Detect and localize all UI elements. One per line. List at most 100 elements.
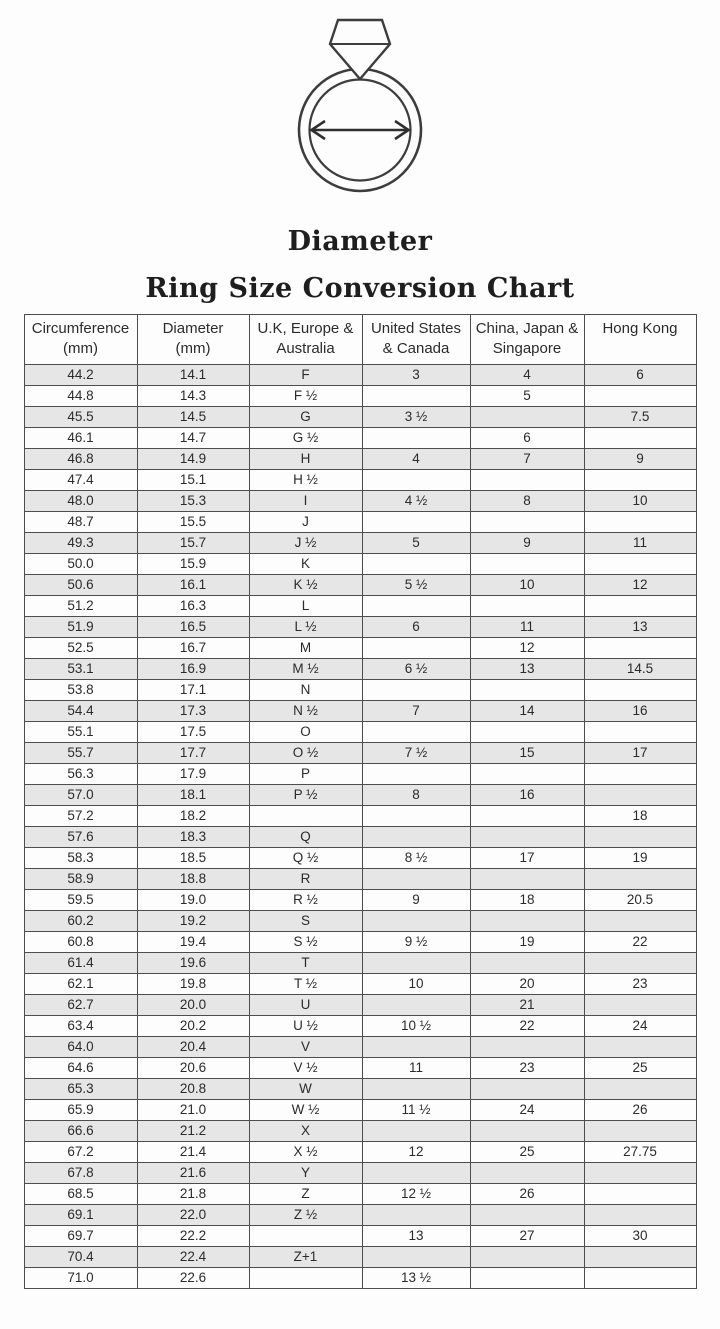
table-row: 56.3 17.9 P: [23, 762, 697, 785]
table-cell: 6: [469, 426, 585, 449]
table-cell: 13: [583, 615, 697, 638]
column-header: Circumference (mm): [23, 314, 138, 365]
table-cell: [361, 1119, 471, 1142]
table-row: 57.0 18.1 P ½ 8 16: [23, 783, 697, 806]
column-header-line: Circumference: [31, 320, 130, 337]
table-cell: 14: [469, 699, 585, 722]
table-cell: [469, 552, 585, 575]
table-cell: M: [248, 636, 363, 659]
table-cell: 4 ½: [361, 489, 471, 512]
table-cell: 16: [583, 699, 697, 722]
table-row: 48.7 15.5 J: [23, 510, 697, 533]
table-cell: [469, 720, 585, 743]
table-cell: 22.6: [136, 1266, 250, 1289]
table-cell: 18: [469, 888, 585, 911]
table-cell: 21.2: [136, 1119, 250, 1142]
table-cell: 21: [469, 993, 585, 1016]
table-cell: 13: [361, 1224, 471, 1247]
table-cell: 22: [469, 1014, 585, 1037]
table-row: 64.6 20.6 V ½ 11 23 25: [23, 1056, 697, 1079]
table-cell: T: [248, 951, 363, 974]
table-cell: 19.4: [136, 930, 250, 953]
table-cell: [583, 720, 697, 743]
table-cell: 15.1: [136, 468, 250, 491]
table-cell: 15.5: [136, 510, 250, 533]
table-cell: [248, 804, 363, 827]
table-cell: X: [248, 1119, 363, 1142]
table-cell: [583, 1203, 697, 1226]
table-cell: 14.3: [136, 384, 250, 407]
table-cell: 22.0: [136, 1203, 250, 1226]
table-row: 70.4 22.4 Z+1: [23, 1245, 697, 1268]
table-row: 67.8 21.6 Y: [23, 1161, 697, 1184]
column-header-line: & Canada: [382, 340, 450, 358]
table-cell: 23: [583, 972, 697, 995]
table-cell: [361, 384, 471, 407]
table-cell: [361, 951, 471, 974]
table-cell: 7: [361, 699, 471, 722]
table-cell: S ½: [248, 930, 363, 953]
table-cell: [469, 468, 585, 491]
table-cell: 57.6: [23, 825, 138, 848]
table-row: 60.2 19.2 S: [23, 909, 697, 932]
table-cell: [583, 993, 697, 1016]
table-cell: 18.1: [136, 783, 250, 806]
table-cell: [361, 1035, 471, 1058]
table-cell: N ½: [248, 699, 363, 722]
table-cell: 5: [361, 531, 471, 554]
table-cell: [583, 825, 697, 848]
table-cell: 13 ½: [361, 1266, 471, 1289]
table-cell: K: [248, 552, 363, 575]
table-row: 66.6 21.2 X: [23, 1119, 697, 1142]
table-cell: 71.0: [23, 1266, 138, 1289]
table-cell: [361, 720, 471, 743]
table-cell: 55.1: [23, 720, 138, 743]
table-cell: [583, 1119, 697, 1142]
diamond-icon: [328, 18, 392, 81]
table-cell: [583, 636, 697, 659]
table-cell: 21.4: [136, 1140, 250, 1163]
table-cell: V ½: [248, 1056, 363, 1079]
table-cell: R: [248, 867, 363, 890]
table-cell: N: [248, 678, 363, 701]
table-row: 46.8 14.9 H 4 7 9: [23, 447, 697, 470]
table-cell: [583, 384, 697, 407]
table-cell: 5: [469, 384, 585, 407]
table-cell: 68.5: [23, 1182, 138, 1205]
table-cell: 9 ½: [361, 930, 471, 953]
table-cell: [583, 951, 697, 974]
table-cell: G: [248, 405, 363, 428]
table-cell: [361, 1161, 471, 1184]
table-cell: [361, 909, 471, 932]
table-cell: 3: [361, 363, 471, 386]
table-cell: 25: [469, 1140, 585, 1163]
table-cell: 53.8: [23, 678, 138, 701]
column-header: Hong Kong: [583, 314, 697, 365]
table-cell: 14.5: [136, 405, 250, 428]
table-cell: 64.6: [23, 1056, 138, 1079]
table-row: 61.4 19.6 T: [23, 951, 697, 974]
table-cell: 14.5: [583, 657, 697, 680]
table-row: 59.5 19.0 R ½ 9 18 20.5: [23, 888, 697, 911]
ring-diamond-icon: [297, 18, 423, 193]
table-cell: 58.3: [23, 846, 138, 869]
table-cell: 20.8: [136, 1077, 250, 1100]
table-cell: Z: [248, 1182, 363, 1205]
table-cell: 3 ½: [361, 405, 471, 428]
table-cell: Q ½: [248, 846, 363, 869]
table-cell: 20.0: [136, 993, 250, 1016]
table-cell: 13: [469, 657, 585, 680]
table-cell: 66.6: [23, 1119, 138, 1142]
table-cell: 18: [583, 804, 697, 827]
table-cell: 19.2: [136, 909, 250, 932]
table-cell: 65.9: [23, 1098, 138, 1121]
table-cell: J ½: [248, 531, 363, 554]
table-cell: 20.5: [583, 888, 697, 911]
table-cell: 6: [361, 615, 471, 638]
table-cell: O: [248, 720, 363, 743]
column-header-line: (mm): [175, 340, 211, 358]
table-cell: 45.5: [23, 405, 138, 428]
table-cell: 46.8: [23, 447, 138, 470]
